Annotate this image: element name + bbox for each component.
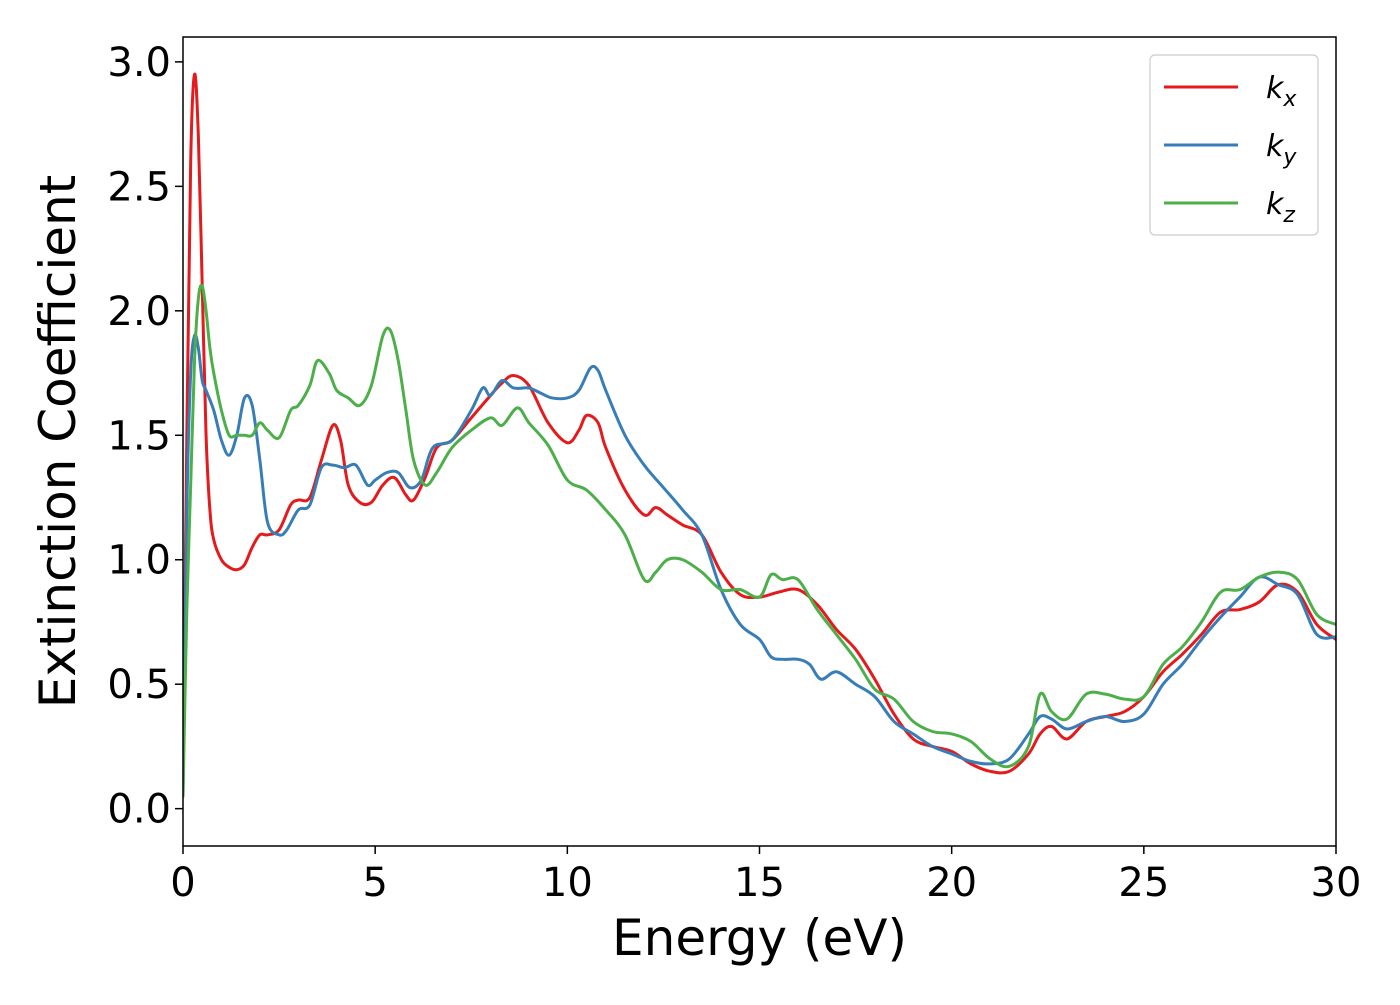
x-axis: 0 5 10 15 20 25 30: [170, 846, 1361, 906]
series-line-ky: [183, 333, 1336, 798]
legend-label-kx: kx: [1266, 71, 1297, 112]
series-layer: [183, 72, 1336, 798]
series-line-kx: [183, 72, 1336, 786]
legend-label-main: k: [1266, 71, 1285, 106]
legend-label-main: k: [1266, 129, 1285, 164]
legend-label-kz: kz: [1266, 187, 1295, 228]
x-axis-title: Energy (eV): [612, 909, 907, 967]
y-tick-label: 2.5: [107, 164, 171, 210]
x-tick-label: 10: [542, 860, 593, 906]
y-tick-label: 2.0: [107, 289, 171, 335]
legend-label-ky: ky: [1266, 129, 1297, 170]
legend-label-main: k: [1266, 187, 1285, 222]
y-tick-label: 3.0: [107, 40, 171, 86]
x-tick-label: 5: [362, 860, 387, 906]
legend-label-subscript: y: [1282, 145, 1297, 170]
x-tick-label: 15: [734, 860, 785, 906]
legend-label-subscript: z: [1282, 203, 1295, 228]
y-axis-title: Extinction Coefficient: [29, 175, 87, 709]
y-tick-label: 1.5: [107, 413, 171, 459]
series-line-kz: [183, 283, 1336, 798]
y-tick-label: 0.0: [107, 787, 171, 833]
x-tick-label: 20: [926, 860, 977, 906]
x-tick-label: 0: [170, 860, 195, 906]
y-tick-label: 1.0: [107, 538, 171, 584]
x-tick-label: 25: [1118, 860, 1169, 906]
y-tick-label: 0.5: [107, 662, 171, 708]
legend-label-subscript: x: [1282, 87, 1297, 112]
x-tick-label: 30: [1311, 860, 1362, 906]
y-axis: 0.0 0.5 1.0 1.5 2.0 2.5 3.0: [107, 40, 183, 833]
